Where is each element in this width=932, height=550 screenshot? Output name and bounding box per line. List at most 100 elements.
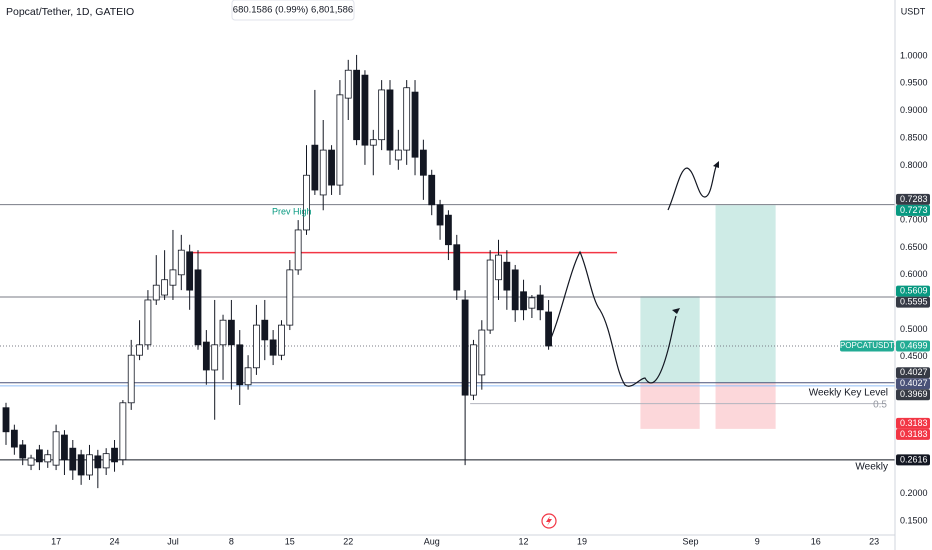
y-tick-label: 0.9500 [900,78,928,88]
currency: USDT [901,6,926,16]
candle-body [428,174,436,206]
symbol-badge-label: POPCATUSDT [840,341,894,350]
candle-body [528,297,536,309]
candle-body [328,149,335,186]
candle-body [177,249,185,276]
candle-body [69,447,77,471]
candle-body [52,431,60,466]
price-badge [896,378,930,390]
candle-body [244,367,252,386]
projected-path [667,163,718,211]
x-tick-label: 17 [51,536,61,546]
candle-body [536,294,544,311]
symbol-badge [840,340,894,352]
x-tick-label: 9 [755,536,760,546]
y-tick-label: 0.8000 [900,160,928,170]
price-badge-label: 0.5609 [900,285,928,295]
annotation: 0.5 [873,400,887,411]
candle-body [186,251,194,291]
candle-body [369,139,377,146]
candle-body [386,89,394,151]
candle-body [503,261,511,291]
price-badge-label: 0.4027 [900,378,928,388]
candle-body [202,341,210,371]
candle-body [269,339,277,356]
candle-body [495,254,502,281]
candle-body [511,269,519,311]
candle-body [419,149,427,176]
candle-body [119,402,127,461]
y-tick-label: 0.8500 [900,132,928,142]
candle-body [127,354,135,404]
candle-body [10,429,18,448]
y-tick-label: 0.2000 [900,488,928,498]
x-axis-bg [0,535,895,550]
chart-title: Popcat/Tether, 1D, GATEIO [6,6,134,18]
price-badge [896,389,930,401]
price-badge-label: 0.7273 [900,205,928,215]
annotation-layer: Prev High Weekly Key Level Weekly 0.5 [272,161,888,473]
price-badge [896,296,930,308]
candle-body [545,311,552,347]
candle-body [261,319,269,341]
candle-body [136,344,143,356]
candle-body [311,144,319,191]
target-zone [715,205,776,383]
candle-body [353,69,360,141]
price-badge [896,367,930,379]
y-tick-label: 0.4500 [900,351,928,361]
candle-body [319,149,327,196]
price-badge [896,340,930,352]
price-badge-label: 0.4027 [900,367,928,377]
candle-body [336,94,344,186]
y-tick-label: 1.0000 [900,50,928,60]
x-tick-label: 16 [811,536,821,546]
x-tick-label: 22 [343,536,353,546]
candle-body [94,455,102,469]
candle-body [303,174,310,231]
candle-body [161,279,169,296]
candle-body [470,344,477,396]
price-badge-label: 0.4699 [900,340,928,350]
x-tick-label: 15 [285,536,295,546]
background-layer [0,204,895,461]
price-badge-label: 0.3969 [900,389,928,399]
candle-body [403,87,411,151]
candle-body [236,344,244,386]
candle-body [361,74,369,146]
price-badge-label: 0.5595 [900,296,928,306]
candle-body [394,149,402,161]
candle-body [278,324,285,356]
candle-body [144,299,152,346]
candle-body [111,447,118,463]
x-tick-label: Sep [682,536,698,546]
candle-body [77,454,85,476]
x-tick-label: 12 [519,536,529,546]
candle-body [219,319,227,346]
logo [541,513,557,529]
price-badge-label: 0.3183 [900,418,928,428]
price-badge [896,193,930,205]
price-badge-label: 0.2616 [900,454,928,464]
candle-body [486,259,494,331]
price-badge [896,454,930,466]
candle-body [35,449,43,463]
price-badge-label: 0.3183 [900,429,928,439]
candle-body [520,291,527,311]
y-tick-label: 0.7000 [900,214,928,224]
annotation: Weekly Key Level [809,388,888,399]
plot-layer [2,54,552,489]
y-tick-label: 0.6500 [900,242,928,252]
candle-body [194,269,202,346]
candle-body [411,91,419,158]
candle-body [44,454,52,463]
stop-zone [715,382,776,429]
candle-body [61,434,68,461]
y-tick-label: 0.5000 [900,324,928,334]
x-tick-label: 23 [869,536,879,546]
candle-body [169,269,177,286]
price-badge-label: 0.7283 [900,194,928,204]
candle-body [286,269,294,326]
